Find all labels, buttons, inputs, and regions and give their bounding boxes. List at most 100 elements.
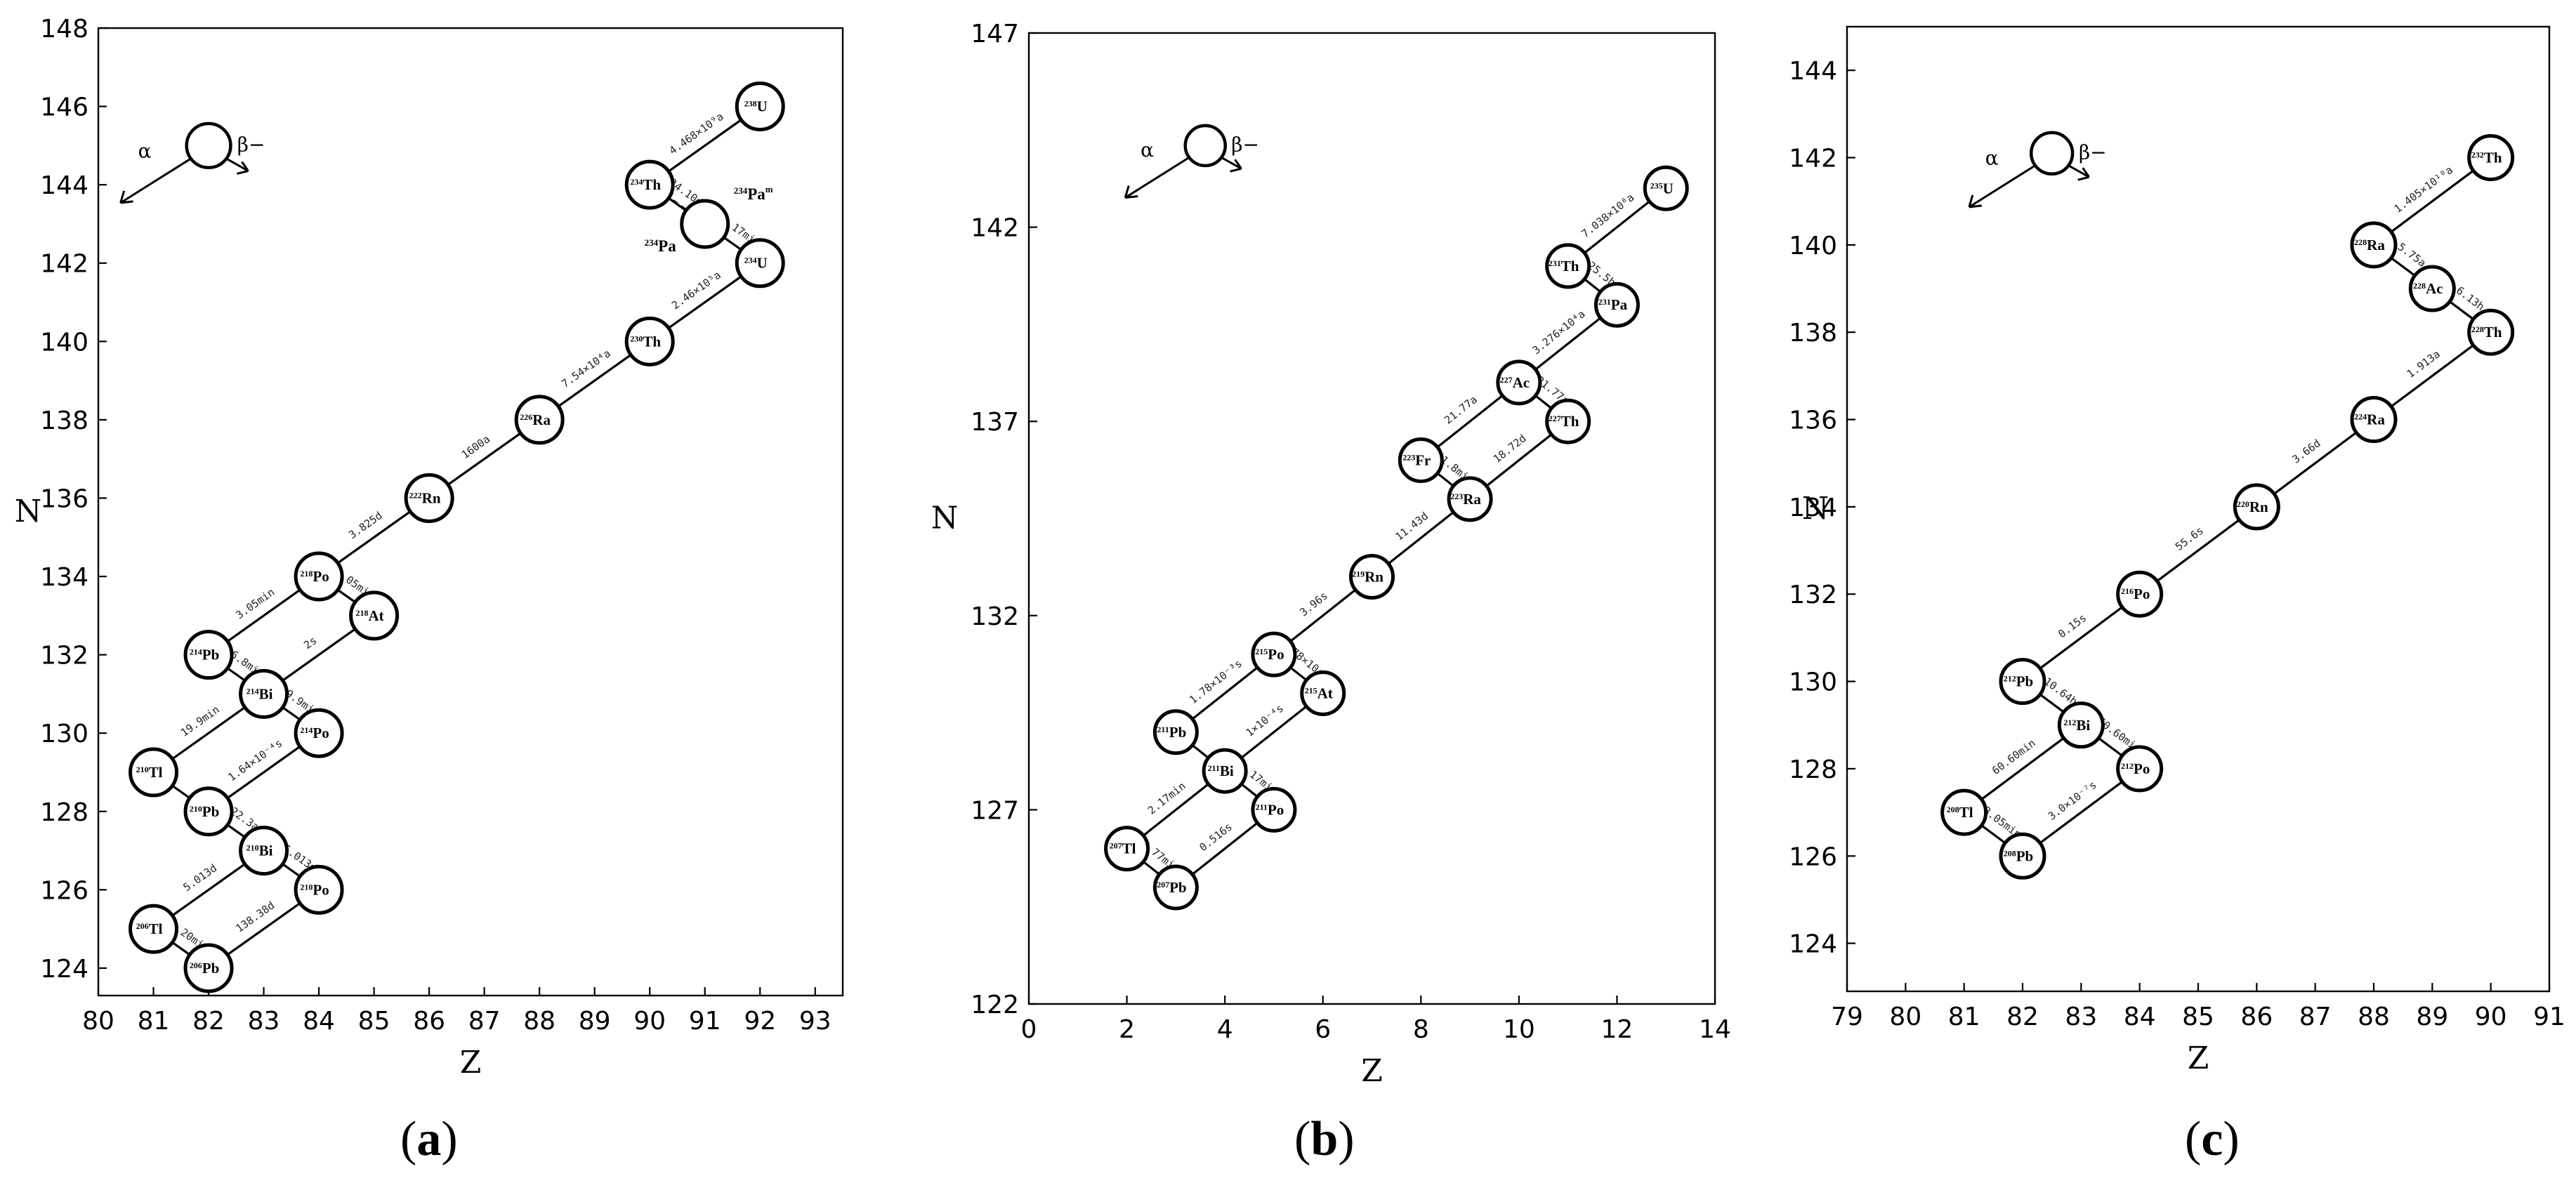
nuclide-label: 227Ac: [1500, 374, 1530, 391]
decay-link: [1143, 783, 1209, 837]
decay-link: [668, 119, 742, 173]
y-tick-label-a: 136: [40, 484, 88, 513]
nuclide-circle: [2408, 265, 2456, 312]
nuclide-label: 231Pa: [1598, 296, 1628, 313]
nuclide-label: 212Pb: [2004, 673, 2034, 690]
x-tick-label-b: 4: [1217, 1015, 1233, 1044]
legend-alpha-arrowhead-a: [119, 190, 133, 204]
nuclide-circle: [239, 668, 289, 719]
halflife-label: 3.0×10⁻⁷s: [2046, 779, 2099, 823]
x-tick-label-c: 84: [2124, 1003, 2156, 1031]
x-tick-label-b: 12: [1601, 1015, 1634, 1044]
x-tick-label-c: 82: [2006, 1003, 2039, 1031]
nuclide-circle: [1545, 398, 1591, 444]
y-tick-label-c: 138: [1789, 319, 1837, 348]
decay-link: [2449, 300, 2474, 320]
decay-link: [1584, 278, 1601, 293]
x-tick-label-c: 80: [1889, 1003, 1921, 1031]
legend-nuclide-circle-a: [185, 121, 232, 169]
y-tick-label-a: 140: [40, 328, 88, 357]
x-axis-label-b: Z: [1361, 1053, 1383, 1089]
legend-alpha-label-b: α: [1141, 138, 1154, 161]
halflife-label: 21.77a: [1442, 393, 1480, 427]
decay-link: [227, 667, 246, 682]
x-tick-label-c: 86: [2240, 1003, 2273, 1031]
halflife-label: 0.516s: [1197, 820, 1235, 854]
y-tick-label-c: 136: [1789, 407, 1837, 435]
nuclide-circle: [1940, 788, 1988, 836]
y-tick-label-c: 128: [1789, 755, 1837, 784]
x-tick-label-c: 87: [2299, 1003, 2332, 1031]
legend-beta-arrow-a: [226, 157, 249, 172]
legend-alpha-arrow-c: [1969, 164, 2036, 209]
nuclide-node: 222Rn: [404, 472, 454, 523]
x-tick-label-b: 8: [1413, 1015, 1429, 1044]
nuclide-node: 210Po: [294, 864, 344, 915]
legend-nuclide-circle-c: [2029, 131, 2075, 176]
nuclide-node: 214Bi: [239, 668, 289, 719]
halflife-label: 18.72d: [1491, 432, 1529, 465]
halflife-label: 11.43d: [1393, 510, 1431, 543]
x-tick-label-c: 81: [1948, 1003, 1980, 1031]
nuclide-circle: [1104, 826, 1150, 872]
y-tick-label-a: 146: [40, 93, 88, 122]
nuclide-node: 214Pb: [183, 630, 234, 680]
decay-link: [558, 354, 632, 408]
decay-link: [227, 588, 301, 642]
nuclide-label: 234Th: [630, 176, 661, 193]
nuclide-label: 224Ra: [2354, 411, 2385, 428]
nuclide-circle: [2116, 570, 2164, 618]
nuclide-circle: [624, 159, 675, 210]
y-tick-label-b: 127: [971, 796, 1019, 825]
halflife-label: 1.913a: [2405, 348, 2443, 381]
legend-alpha-arrow-a: [119, 157, 192, 204]
nuclide-label: 206Tl: [136, 920, 163, 937]
nuclide-label: 216Po: [2121, 586, 2150, 602]
halflife-label: 2.17min: [1145, 779, 1188, 817]
decay-link: [171, 863, 246, 917]
nuclide-circle: [1251, 631, 1297, 678]
decay-link: [1535, 317, 1601, 371]
legend-alpha-label-c: α: [1985, 146, 1999, 169]
y-tick-label-c: 142: [1789, 145, 1837, 173]
nuclide-node: 223Ra: [1447, 476, 1493, 522]
nuclide-node: 218Po: [294, 551, 344, 602]
nuclide-label: 208Tl: [1947, 804, 1973, 821]
nuclide-label: 207Pb: [1157, 879, 1187, 896]
halflife-label: 1×10⁻⁴s: [1244, 702, 1287, 739]
nuclide-node: 211Pb: [1152, 709, 1199, 755]
nuclide-label: 218Po: [300, 568, 329, 585]
panel-a-chart: 80 81 82 83 84 85 86 87 88 89 90 91 92 93 124 126 128 130…: [15, 15, 844, 1080]
nuclide-node: 215At: [1300, 670, 1346, 716]
nuclide-label: 235U: [1650, 180, 1674, 197]
nuclide-node: 218At: [349, 590, 400, 641]
legend-alpha-arrow-b: [1124, 157, 1190, 199]
nuclide-node: 226Ra: [514, 395, 565, 445]
nuclide-node: 227Ac: [1496, 359, 1542, 406]
nuclide-node: 210Pb: [183, 786, 234, 837]
x-tick-label-a: 81: [138, 1007, 170, 1036]
y-tick-label-c: 132: [1789, 581, 1837, 609]
halflife-label: 2s: [301, 634, 319, 652]
halflife-label: 5.013d: [181, 861, 220, 894]
nuclide-circle: [129, 904, 179, 954]
y-tick-label-c: 140: [1789, 232, 1837, 260]
x-tick-label-b: 10: [1503, 1015, 1535, 1044]
nuclide-circle: [294, 864, 344, 915]
decay-link: [1191, 821, 1259, 875]
legend-beta-label-c: β−: [2079, 140, 2107, 164]
decay-link: [282, 706, 301, 721]
decay-link: [2156, 519, 2240, 582]
x-tick-label-b: 14: [1699, 1015, 1731, 1044]
x-tick-label-a: 86: [413, 1007, 445, 1036]
nuclide-node: 232Th: [2467, 134, 2515, 182]
decay-link: [282, 628, 356, 682]
x-axis-label-c: Z: [2188, 1040, 2209, 1076]
nuclide-label: 207Tl: [1110, 840, 1136, 857]
nuclide-label: 211Bi: [1208, 762, 1234, 779]
y-tick-label-c: 126: [1789, 842, 1837, 871]
x-tick-label-a: 89: [579, 1007, 611, 1036]
halflife-label: 7.54×10⁴a: [559, 347, 613, 390]
halflife-label: 1.64×10⁻⁴s: [225, 736, 284, 784]
nuclide-circle: [1152, 864, 1199, 911]
